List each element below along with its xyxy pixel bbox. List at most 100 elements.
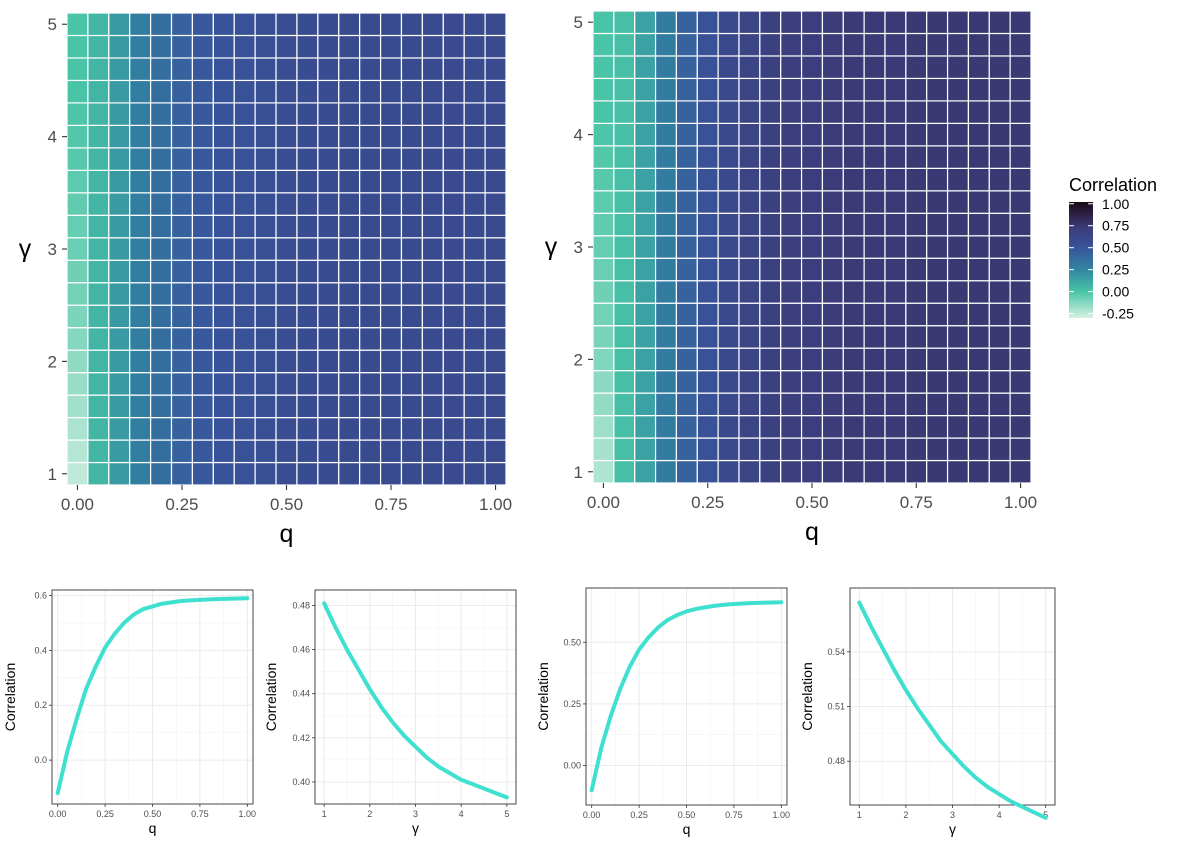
heatmap-cell <box>863 347 886 372</box>
heatmap-cell <box>170 439 194 464</box>
heatmap-cell <box>780 459 803 484</box>
heatmap-cell <box>654 77 678 102</box>
heatmap-cell <box>717 235 740 259</box>
heatmap-cell <box>150 439 173 464</box>
heatmap-cell <box>654 414 678 439</box>
heatmap-cell <box>233 304 256 329</box>
heatmap-cell <box>884 437 907 462</box>
heatmap-cell <box>592 32 615 57</box>
heatmap-cell <box>442 79 465 104</box>
heatmap-cell <box>967 437 990 462</box>
heatmap-cell <box>842 32 865 57</box>
heatmap-cell <box>233 349 256 374</box>
heatmap-cell <box>905 122 928 147</box>
heatmap-cell <box>946 347 970 372</box>
heatmap-cell <box>946 414 970 439</box>
heatmap-cell <box>150 416 173 441</box>
heatmap-cell <box>613 122 636 147</box>
heatmap-cell <box>359 12 382 37</box>
heatmap-cell <box>800 32 824 57</box>
heatmap-cell <box>338 169 361 194</box>
y-tick-label: 3 <box>574 238 583 257</box>
heatmap-cell <box>150 461 173 486</box>
heatmap-cell <box>863 212 886 237</box>
heatmap-cell <box>338 79 361 104</box>
y-axis-title: Correlation <box>535 662 551 730</box>
heatmap-cell <box>108 192 131 216</box>
heatmap-cell <box>884 100 907 124</box>
heatmap-cell <box>421 192 444 216</box>
heatmap-cell <box>87 327 110 351</box>
heatmap-cell <box>675 32 698 57</box>
heatmap-cell <box>592 437 615 462</box>
heatmap-cell <box>634 55 657 80</box>
heatmap-cell <box>759 235 782 259</box>
heatmap-cell <box>780 325 803 349</box>
heatmap-cell <box>421 394 444 419</box>
heatmap-cell <box>296 102 319 126</box>
x-tick-label: 0.00 <box>49 809 67 819</box>
heatmap-cell <box>988 459 1011 484</box>
heatmap-cell <box>379 169 403 194</box>
heatmap-cell <box>654 212 678 237</box>
heatmap-cell <box>821 55 844 80</box>
heatmap-cell <box>212 237 235 261</box>
panel-border <box>585 587 788 806</box>
heatmap-cell <box>613 100 636 124</box>
heatmap-cell <box>254 461 277 486</box>
heatmap-cell <box>717 347 740 372</box>
heatmap-cell <box>1009 347 1032 372</box>
heatmap-cell <box>421 349 444 374</box>
heatmap-cell <box>66 102 89 126</box>
heatmap-cell <box>759 145 782 169</box>
heatmap-cell <box>821 414 844 439</box>
heatmap-cell <box>967 459 990 484</box>
heatmap-cell <box>66 147 89 171</box>
heatmap-cell <box>442 416 465 441</box>
heatmap-cell <box>484 394 507 419</box>
heatmap-cell <box>170 372 194 396</box>
heatmap-cell <box>129 169 152 194</box>
heatmap-cell <box>800 392 824 417</box>
heatmap-cell <box>592 212 615 237</box>
heatmap-cell <box>212 304 235 329</box>
heatmap-cell <box>66 372 89 396</box>
heatmap-cell <box>129 102 152 126</box>
heatmap-cell <box>150 304 173 329</box>
heatmap-cell <box>296 372 319 396</box>
heatmap-cell <box>400 192 423 216</box>
heatmap-cell <box>129 192 152 216</box>
heatmap-cell <box>905 190 928 214</box>
heatmap-cell <box>484 349 507 374</box>
heatmap-cell <box>400 439 423 464</box>
heatmap-cell <box>800 437 824 462</box>
heatmap-cell <box>359 192 382 216</box>
heatmap-cell <box>988 100 1011 124</box>
heatmap-cell <box>170 124 194 149</box>
legend-tick-label: 0.75 <box>1102 218 1129 234</box>
heatmap-cell <box>592 392 615 417</box>
heatmap-cell <box>463 439 486 464</box>
heatmap-cell <box>696 459 719 484</box>
heatmap-cell <box>926 302 949 327</box>
heatmap-cell <box>967 347 990 372</box>
heatmap-cell <box>108 259 131 284</box>
heatmap-cell <box>780 77 803 102</box>
heatmap-cell <box>254 169 277 194</box>
heatmap-cell <box>842 414 865 439</box>
x-tick-label: 0.25 <box>96 809 114 819</box>
heatmap-cell <box>842 122 865 147</box>
heatmap-cell <box>717 77 740 102</box>
heatmap-cell <box>254 79 277 104</box>
y-tick-label: 4 <box>48 128 57 147</box>
x-tick-label: 1.00 <box>239 809 257 819</box>
legend-color-bar <box>1069 202 1093 318</box>
heatmap-cell <box>108 461 131 486</box>
heatmap-cell <box>359 439 382 464</box>
heatmap-cell <box>863 145 886 169</box>
heatmap-cell <box>191 169 214 194</box>
heatmap-cell <box>1009 280 1032 304</box>
heatmap-cell <box>421 124 444 149</box>
heatmap-cell <box>421 12 444 37</box>
